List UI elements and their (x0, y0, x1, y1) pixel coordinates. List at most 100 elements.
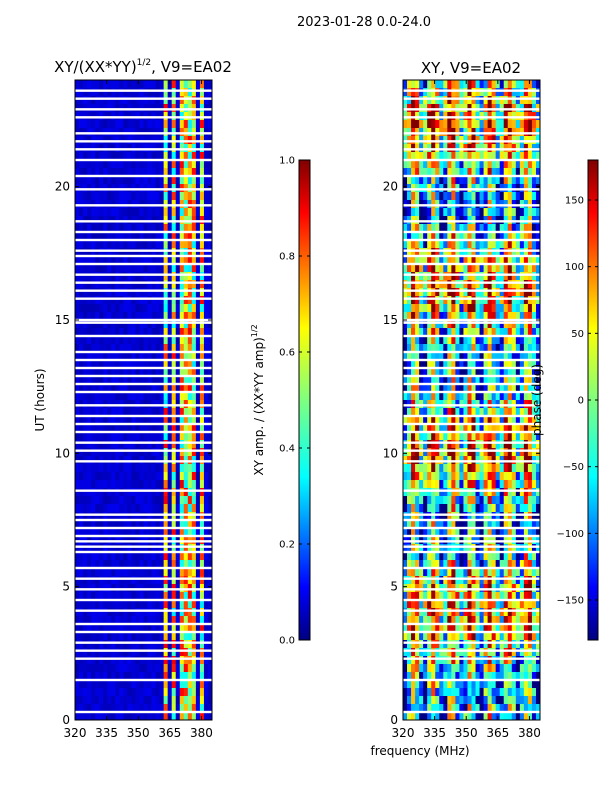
heatmap-cell (463, 544, 468, 553)
heatmap-cell (423, 552, 428, 561)
heatmap-cell (115, 600, 120, 609)
heatmap-cell (159, 544, 165, 553)
heatmap-cell (535, 480, 540, 489)
heatmap-cell (515, 368, 521, 377)
heatmap-cell (127, 424, 132, 433)
heatmap-cell (95, 632, 100, 641)
heatmap-cell (447, 176, 452, 185)
heatmap-cell (183, 696, 189, 705)
heatmap-cell (431, 360, 436, 369)
heatmap-cell (507, 512, 513, 521)
heatmap-cell (207, 592, 212, 601)
heatmap-cell (403, 520, 408, 529)
flagged-row (75, 460, 212, 463)
heatmap-cell (483, 376, 489, 385)
heatmap-cell (195, 696, 201, 705)
heatmap-cell (415, 120, 420, 129)
heatmap-cell (419, 376, 424, 385)
heatmap-cell (199, 288, 205, 297)
flagged-row (75, 140, 212, 143)
heatmap-cell (127, 464, 132, 473)
heatmap-cell (471, 368, 476, 377)
heatmap-cell (471, 88, 476, 97)
heatmap-cell (83, 416, 88, 425)
heatmap-cell (479, 496, 484, 505)
heatmap-cell (127, 552, 132, 561)
heatmap-cell (107, 528, 112, 537)
heatmap-cell (179, 96, 185, 105)
heatmap-cell (111, 712, 116, 720)
heatmap-cell (503, 496, 509, 505)
heatmap-cell (503, 440, 509, 449)
heatmap-cell (83, 296, 88, 305)
heatmap-cell (199, 384, 205, 393)
heatmap-cell (499, 160, 505, 169)
heatmap-cell (127, 240, 132, 249)
heatmap-cell (103, 568, 108, 577)
heatmap-cell (455, 296, 460, 305)
heatmap-cell (187, 512, 193, 521)
heatmap-cell (427, 304, 432, 313)
heatmap-cell (127, 352, 132, 361)
heatmap-cell (143, 544, 148, 553)
heatmap-cell (195, 296, 201, 305)
heatmap-cell (147, 312, 152, 321)
heatmap-cell (531, 416, 537, 425)
heatmap-cell (99, 528, 104, 537)
heatmap-cell (163, 264, 169, 273)
heatmap-cell (143, 664, 148, 673)
heatmap-cell (527, 192, 533, 201)
heatmap-cell (139, 648, 144, 657)
heatmap-cell (151, 528, 156, 537)
heatmap-cell (147, 328, 152, 337)
heatmap-cell (499, 176, 505, 185)
heatmap-cell (179, 608, 185, 617)
heatmap-cell (103, 352, 108, 361)
heatmap-cell (103, 432, 108, 441)
heatmap-cell (459, 472, 464, 481)
heatmap-cell (107, 328, 112, 337)
heatmap-cell (195, 640, 201, 649)
heatmap-cell (483, 472, 489, 481)
heatmap-cell (487, 240, 493, 249)
heatmap-cell (419, 432, 424, 441)
heatmap-cell (123, 352, 128, 361)
heatmap-cell (407, 576, 412, 585)
heatmap-cell (175, 560, 181, 569)
heatmap-cell (515, 320, 521, 329)
heatmap-cell (151, 696, 156, 705)
heatmap-cell (135, 208, 140, 217)
heatmap-cell (143, 192, 148, 201)
heatmap-cell (151, 512, 156, 521)
heatmap-cell (103, 344, 108, 353)
heatmap-cell (131, 448, 136, 457)
heatmap-cell (183, 304, 189, 313)
amplitude-colorbar: 0.00.20.40.60.81.0 XY amp. / (XX*YY amp)… (250, 156, 311, 647)
heatmap-cell (187, 160, 193, 169)
heatmap-cell (107, 440, 112, 449)
heatmap-cell (495, 376, 501, 385)
heatmap-cell (507, 416, 513, 425)
heatmap-cell (195, 392, 201, 401)
heatmap-cell (95, 320, 100, 329)
heatmap-cell (111, 152, 116, 161)
heatmap-cell (499, 168, 505, 177)
heatmap-cell (483, 240, 489, 249)
heatmap-cell (103, 616, 108, 625)
heatmap-cell (447, 80, 452, 89)
heatmap-cell (507, 272, 513, 281)
flagged-row (75, 526, 212, 530)
heatmap-cell (495, 88, 501, 97)
heatmap-cell (151, 176, 156, 185)
heatmap-cell (143, 288, 148, 297)
heatmap-cell (115, 608, 120, 617)
heatmap-cell (511, 80, 517, 89)
heatmap-cell (207, 120, 212, 129)
heatmap-cell (95, 672, 100, 681)
heatmap-cell (187, 576, 193, 585)
heatmap-cell (159, 616, 165, 625)
heatmap-cell (515, 560, 521, 569)
heatmap-cell (483, 544, 489, 553)
heatmap-cell (495, 208, 501, 217)
heatmap-cell (79, 288, 84, 297)
